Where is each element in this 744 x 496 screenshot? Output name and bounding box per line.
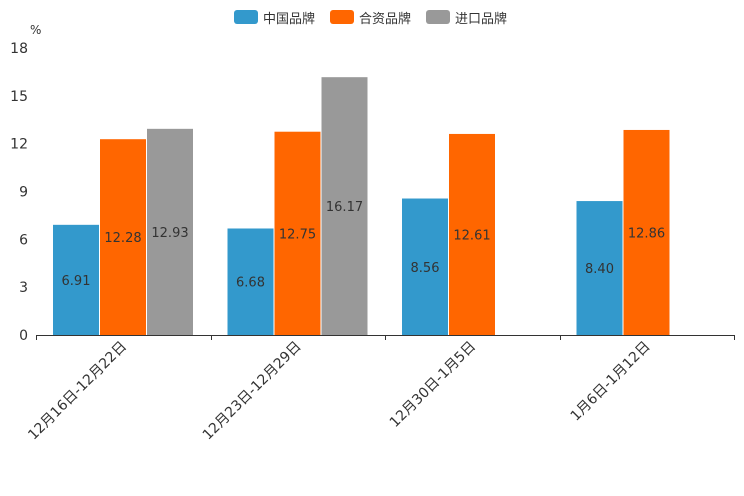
value-labels-group: 6.91 6.68 8.56 8.40 12.28 12.75 12.61 12.86 12.9… xyxy=(62,200,666,291)
y-tick-label: 15 xyxy=(10,89,28,105)
bar-value-label: 6.91 xyxy=(62,274,91,289)
legend-label-joint-venture-brand: 合资品牌 xyxy=(359,11,412,27)
bar-value-label: 12.93 xyxy=(151,226,188,241)
x-category-label: 12月16日-12月22日 xyxy=(25,339,130,444)
bar[interactable] xyxy=(449,133,495,335)
bar[interactable] xyxy=(321,77,368,335)
bars-group xyxy=(53,77,670,335)
legend-label-china-brand: 中国品牌 xyxy=(263,11,316,27)
y-tick-label: 12 xyxy=(10,137,28,153)
y-axis: 0 3 6 9 12 15 18 xyxy=(10,41,28,344)
y-axis-unit-label: % xyxy=(30,23,41,37)
x-category-label: 1月6日-1月12日 xyxy=(568,339,654,425)
legend-swatch-joint-venture-brand xyxy=(330,10,354,24)
x-axis: 12月16日-12月22日 12月23日-12月29日 12月30日-1月5日 1月6… xyxy=(25,335,735,444)
y-tick-label: 18 xyxy=(10,41,28,57)
bar-value-label: 12.86 xyxy=(628,226,665,241)
y-tick-label: 3 xyxy=(19,280,28,296)
bar-value-label: 16.17 xyxy=(326,200,363,215)
bar[interactable] xyxy=(576,201,623,335)
x-category-label: 12月23日-12月29日 xyxy=(200,339,305,444)
bar-value-label: 12.28 xyxy=(104,231,141,246)
bar[interactable] xyxy=(53,224,99,335)
bar-value-label: 8.56 xyxy=(411,261,440,276)
bar[interactable] xyxy=(402,198,448,335)
bar-value-label: 6.68 xyxy=(236,276,265,291)
legend-item-imported-brand[interactable]: 进口品牌 xyxy=(426,6,507,28)
legend-swatch-imported-brand xyxy=(426,10,450,24)
y-tick-label: 0 xyxy=(19,328,28,344)
bar[interactable] xyxy=(623,129,670,335)
legend-swatch-china-brand xyxy=(234,10,258,24)
bar-value-label: 12.61 xyxy=(453,228,490,243)
y-tick-label: 9 xyxy=(19,185,28,201)
bar-value-label: 8.40 xyxy=(585,262,614,277)
bar[interactable] xyxy=(227,228,274,335)
bar[interactable] xyxy=(147,128,193,335)
legend-label-imported-brand: 进口品牌 xyxy=(455,11,508,27)
x-category-label: 12月30日-1月5日 xyxy=(387,339,479,431)
bar[interactable] xyxy=(100,139,146,335)
bar-value-label: 12.75 xyxy=(279,227,316,242)
legend-item-joint-venture-brand[interactable]: 合资品牌 xyxy=(330,6,411,28)
legend: 中国品牌 合资品牌 进口品牌 xyxy=(0,6,744,28)
bar[interactable] xyxy=(274,131,321,335)
legend-item-china-brand[interactable]: 中国品牌 xyxy=(234,6,315,28)
y-tick-label: 6 xyxy=(19,232,28,248)
